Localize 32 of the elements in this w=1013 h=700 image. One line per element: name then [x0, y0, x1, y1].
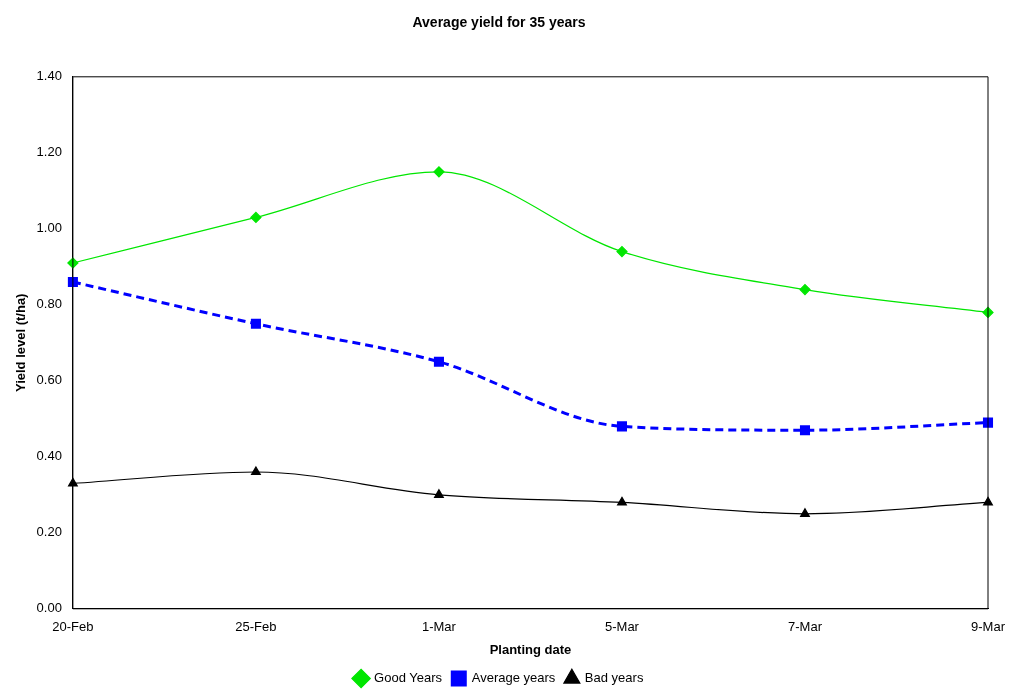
- x-tick-label: 7-Mar: [788, 619, 823, 635]
- legend-label: Average years: [471, 670, 556, 686]
- point: [799, 284, 811, 296]
- point: [616, 421, 627, 432]
- y-axis-title: Yield level (t/ha): [13, 293, 29, 393]
- point: [250, 318, 261, 329]
- point: [617, 496, 627, 506]
- y-tick-label: 0.80: [36, 296, 62, 312]
- legend-label: Bad years: [584, 670, 644, 686]
- point: [250, 466, 261, 476]
- point: [800, 508, 810, 517]
- x-tick-label: 5-Mar: [604, 619, 640, 635]
- y-tick-label: 1.00: [36, 220, 62, 236]
- y-tick-label: 0.60: [36, 372, 62, 388]
- y-tick-label: 0.00: [36, 600, 62, 616]
- x-tick-label: 20-Feb: [52, 619, 94, 635]
- point: [434, 489, 444, 498]
- point: [616, 246, 628, 258]
- x-axis-title: Planting date: [489, 641, 572, 657]
- legend-label: Good Years: [374, 670, 443, 686]
- x-tick-label: 9-Mar: [971, 619, 1006, 635]
- x-tick-label: 25-Feb: [235, 619, 277, 635]
- point: [799, 425, 811, 436]
- chart-title: Average yield for 35 years: [412, 14, 586, 31]
- point: [433, 356, 444, 367]
- y-tick-label: 0.40: [36, 448, 62, 464]
- y-tick-label: 1.40: [36, 68, 62, 84]
- y-tick-label: 0.20: [36, 524, 62, 540]
- x-tick-label: 1-Mar: [421, 619, 457, 635]
- point: [250, 211, 262, 223]
- point: [433, 166, 445, 178]
- y-tick-label: 1.20: [36, 144, 62, 160]
